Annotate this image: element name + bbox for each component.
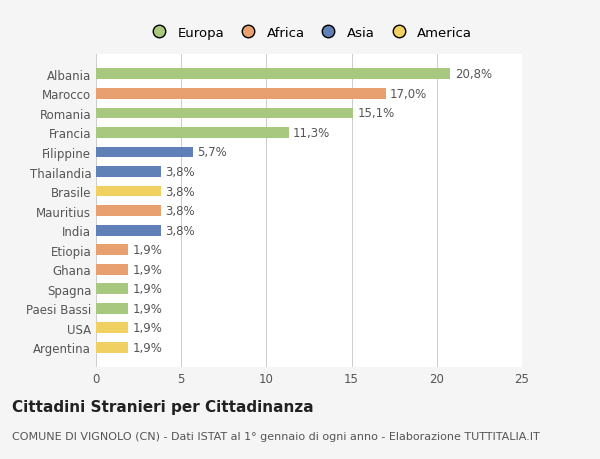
Bar <box>96 323 128 334</box>
Text: COMUNE DI VIGNOLO (CN) - Dati ISTAT al 1° gennaio di ogni anno - Elaborazione TU: COMUNE DI VIGNOLO (CN) - Dati ISTAT al 1… <box>12 431 540 442</box>
Bar <box>96 167 161 178</box>
Bar <box>96 225 161 236</box>
Text: 3,8%: 3,8% <box>165 224 194 237</box>
Bar <box>96 342 128 353</box>
Text: 3,8%: 3,8% <box>165 166 194 179</box>
Bar <box>96 128 289 139</box>
Bar <box>96 89 386 100</box>
Bar <box>96 303 128 314</box>
Bar <box>96 284 128 295</box>
Bar <box>96 147 193 158</box>
Text: 1,9%: 1,9% <box>133 283 163 296</box>
Legend: Europa, Africa, Asia, America: Europa, Africa, Asia, America <box>143 24 475 42</box>
Text: 3,8%: 3,8% <box>165 205 194 218</box>
Text: 1,9%: 1,9% <box>133 322 163 335</box>
Bar <box>96 206 161 217</box>
Bar <box>96 264 128 275</box>
Text: 1,9%: 1,9% <box>133 302 163 315</box>
Text: 1,9%: 1,9% <box>133 244 163 257</box>
Text: 1,9%: 1,9% <box>133 341 163 354</box>
Bar <box>96 186 161 197</box>
Text: 5,7%: 5,7% <box>197 146 227 159</box>
Bar <box>96 245 128 256</box>
Text: 1,9%: 1,9% <box>133 263 163 276</box>
Bar <box>96 108 353 119</box>
Text: 11,3%: 11,3% <box>293 127 330 140</box>
Text: Cittadini Stranieri per Cittadinanza: Cittadini Stranieri per Cittadinanza <box>12 399 314 414</box>
Text: 15,1%: 15,1% <box>358 107 395 120</box>
Text: 20,8%: 20,8% <box>455 68 492 81</box>
Text: 3,8%: 3,8% <box>165 185 194 198</box>
Bar <box>96 69 451 80</box>
Text: 17,0%: 17,0% <box>390 88 427 101</box>
